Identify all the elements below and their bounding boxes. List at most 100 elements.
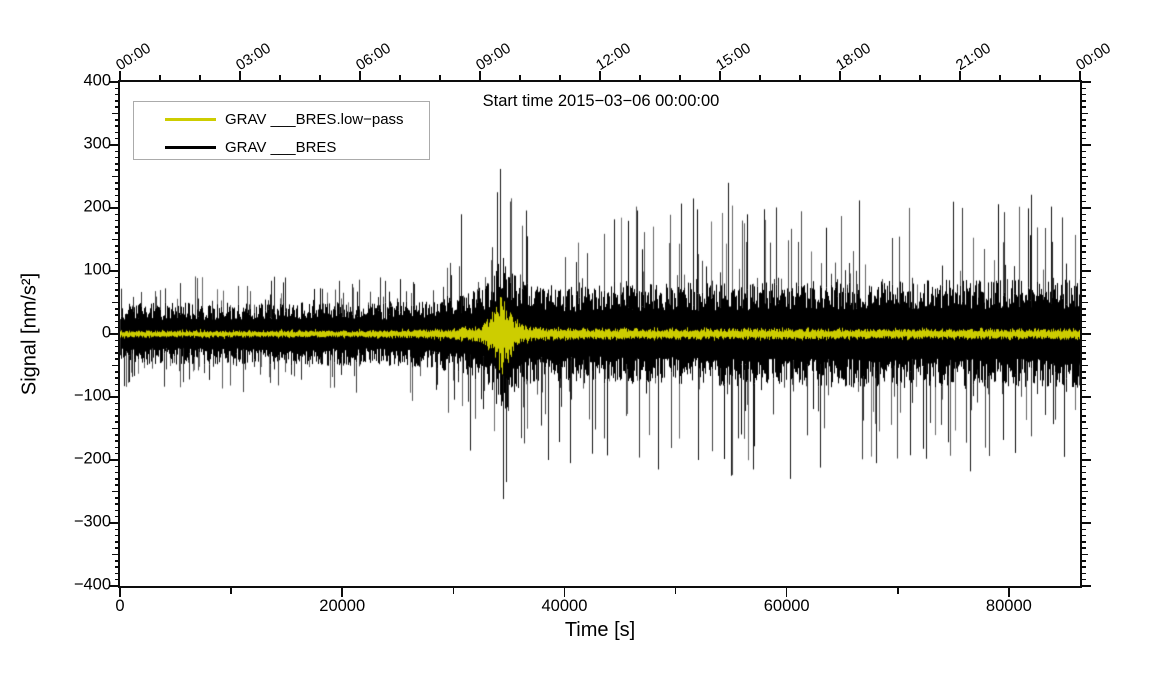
y-right-tick — [1082, 308, 1086, 310]
y-left-tick — [114, 257, 118, 260]
y-right-tick — [1082, 345, 1086, 348]
y-left-tick — [114, 326, 118, 329]
y-right-tick — [1082, 364, 1088, 367]
y-right-tick — [1082, 421, 1086, 423]
y-right-tick — [1082, 320, 1086, 323]
x-major-tick — [341, 588, 344, 597]
y-tick-label: 0 — [101, 323, 111, 342]
y-left-tick — [114, 125, 118, 127]
y-left-tick — [109, 522, 118, 524]
legend-entry-lowpass: GRAV ___BRES.low−pass — [134, 105, 429, 133]
legend-entry-label: GRAV ___BRES — [225, 138, 337, 156]
x-tick-label: 60000 — [763, 597, 810, 615]
top-minor-tick — [919, 75, 921, 80]
y-right-tick — [1082, 578, 1086, 581]
y-right-tick — [1082, 238, 1088, 241]
y-left-tick — [114, 194, 118, 197]
y-left-tick — [114, 358, 118, 360]
y-right-tick — [1082, 270, 1091, 272]
x-tick-label: 80000 — [985, 597, 1032, 615]
y-left-tick — [114, 339, 118, 342]
y-right-tick — [1082, 396, 1091, 398]
x-major-tick — [1008, 588, 1010, 597]
y-right-tick — [1082, 263, 1086, 266]
y-right-tick — [1082, 402, 1086, 405]
y-right-tick — [1082, 560, 1086, 562]
y-left-tick — [114, 156, 118, 159]
y-left-tick — [109, 585, 118, 587]
y-right-tick — [1082, 541, 1086, 543]
y-left-tick — [112, 238, 118, 241]
y-left-tick — [114, 402, 118, 405]
y-right-tick — [1082, 251, 1086, 253]
plot-frame — [118, 80, 1082, 588]
top-minor-tick — [559, 75, 561, 80]
y-left-tick — [112, 490, 118, 493]
y-left-tick — [114, 528, 118, 531]
y-right-tick — [1082, 522, 1091, 524]
y-right-tick — [1082, 226, 1086, 228]
y-right-tick — [1082, 87, 1086, 90]
y-left-tick — [114, 276, 118, 279]
y-right-tick — [1082, 194, 1086, 197]
y-left-tick — [114, 213, 118, 216]
y-left-tick — [114, 106, 118, 108]
y-right-tick — [1082, 289, 1086, 291]
top-minor-tick — [1039, 75, 1041, 80]
y-left-tick — [114, 446, 118, 449]
y-left-tick — [114, 509, 118, 512]
y-right-tick — [1082, 389, 1086, 392]
top-minor-tick — [879, 75, 881, 80]
y-left-tick — [114, 421, 118, 423]
y-left-tick — [114, 566, 118, 568]
x-major-tick — [785, 588, 788, 597]
top-minor-tick — [439, 75, 441, 80]
y-right-tick — [1082, 465, 1086, 468]
y-left-tick — [114, 150, 118, 153]
y-right-tick — [1082, 452, 1086, 455]
top-major-tick — [479, 71, 481, 80]
y-left-tick — [114, 289, 118, 291]
x-tick-label: 20000 — [319, 597, 366, 615]
y-right-tick — [1082, 175, 1088, 178]
y-left-tick — [114, 515, 118, 518]
y-right-tick — [1082, 585, 1091, 587]
y-right-tick — [1082, 245, 1086, 247]
y-right-tick — [1082, 282, 1086, 285]
y-left-tick — [114, 87, 118, 90]
y-right-tick — [1082, 81, 1091, 83]
x-minor-tick — [674, 588, 677, 594]
y-left-tick — [114, 560, 118, 562]
y-left-tick — [112, 427, 118, 430]
y-left-tick — [114, 163, 118, 165]
x-major-tick — [563, 588, 566, 597]
y-right-tick — [1082, 427, 1088, 430]
y-right-tick — [1082, 137, 1086, 140]
y-left-tick — [109, 459, 118, 461]
y-right-tick — [1082, 326, 1086, 329]
y-left-tick — [109, 396, 118, 398]
y-right-tick — [1082, 440, 1086, 442]
chart-title: Start time 2015−03−06 00:00:00 — [482, 92, 720, 110]
y-right-tick — [1082, 188, 1086, 190]
y-right-tick — [1082, 497, 1086, 499]
y-left-tick — [114, 578, 118, 581]
y-left-tick — [114, 503, 118, 505]
y-right-tick — [1082, 125, 1086, 127]
x-axis-title: Time [s] — [564, 619, 636, 641]
y-left-tick — [109, 333, 118, 335]
top-minor-tick — [999, 75, 1001, 80]
y-right-tick — [1082, 339, 1086, 342]
legend-entry-label: GRAV ___BRES.low−pass — [225, 110, 404, 128]
y-right-tick — [1082, 515, 1086, 518]
y-left-tick — [112, 364, 118, 367]
y-left-tick — [114, 232, 118, 234]
y-right-tick — [1082, 408, 1086, 411]
y-left-tick — [114, 245, 118, 247]
legend-line-sample-raw — [165, 145, 216, 149]
y-left-tick — [114, 434, 118, 436]
top-major-tick — [239, 71, 241, 80]
x-minor-tick — [230, 588, 232, 594]
y-left-tick — [109, 207, 118, 209]
